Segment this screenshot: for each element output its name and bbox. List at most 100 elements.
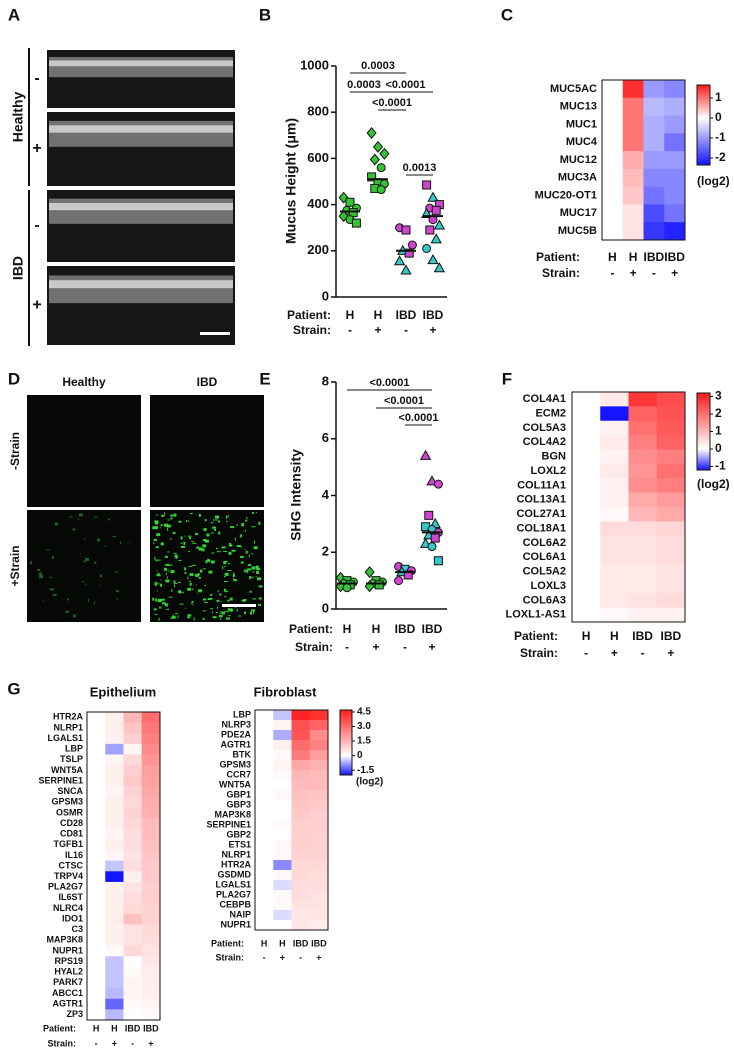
panel-letter: F xyxy=(502,369,512,388)
heatmap-cell xyxy=(141,956,161,968)
heatmap-cell xyxy=(656,578,686,594)
x-tick-label: - xyxy=(404,323,408,337)
fiber-signal xyxy=(212,616,217,619)
row-label: GPSM3 xyxy=(219,759,251,769)
micrograph xyxy=(27,510,141,622)
row-label: MUC5B xyxy=(558,225,597,237)
fiber-signal xyxy=(233,577,235,581)
heatmap-border xyxy=(571,391,686,623)
fiber-signal xyxy=(241,523,245,527)
heatmap-cell xyxy=(87,966,106,978)
fiber-signal xyxy=(218,615,223,618)
fiber-signal xyxy=(253,540,255,544)
heatmap-cell xyxy=(273,750,292,761)
heatmap-cell xyxy=(628,478,658,494)
heatmap-cell xyxy=(664,168,686,188)
x-tick-label: IBD xyxy=(125,1023,141,1033)
heatmap-cell xyxy=(309,890,329,901)
fiber-signal xyxy=(179,603,184,605)
heatmap-cell xyxy=(123,722,143,734)
fiber-signal xyxy=(228,608,233,612)
heatmap-cell xyxy=(123,828,143,840)
heatmap-cell xyxy=(291,720,311,731)
x-tick-label: + xyxy=(671,266,678,280)
data-point xyxy=(342,583,352,593)
fiber-signal xyxy=(245,569,249,573)
fiber-signal xyxy=(222,566,224,570)
micrograph xyxy=(27,395,141,507)
fiber-signal xyxy=(167,551,170,553)
x-tick-label: H xyxy=(372,622,381,636)
fiber-signal xyxy=(188,580,191,582)
strain-label: Strain: xyxy=(520,646,558,660)
row-label: WNT5A xyxy=(219,779,251,789)
heatmap-cell xyxy=(643,115,665,134)
row-label: CD28 xyxy=(60,818,83,828)
panel-letter: B xyxy=(259,5,271,24)
heatmap-cell xyxy=(123,924,143,936)
y-tick-label: 800 xyxy=(307,104,329,119)
row-label: IL6ST xyxy=(58,892,83,902)
fiber-signal xyxy=(164,512,166,516)
heatmap-cell xyxy=(123,796,143,808)
fiber-signal xyxy=(198,576,201,579)
heatmap-cell xyxy=(255,880,274,891)
data-point xyxy=(376,185,386,195)
heatmap-cell xyxy=(291,760,311,771)
heatmap-cell xyxy=(105,924,124,936)
heatmap-cell xyxy=(628,564,658,580)
row-label: GPSM3 xyxy=(51,797,83,807)
heatmap-cell xyxy=(572,406,601,422)
row-label: BTK xyxy=(233,749,252,759)
row-label: TRPV4 xyxy=(54,871,83,881)
heatmap-cell xyxy=(255,740,274,751)
fiber-signal xyxy=(156,574,161,577)
heatmap-cell xyxy=(643,186,665,205)
fiber-signal xyxy=(230,608,233,612)
heatmap-cell xyxy=(643,222,665,241)
heatmap-cell xyxy=(255,790,274,801)
data-point xyxy=(407,240,417,250)
heatmap-cell xyxy=(309,840,329,851)
fiber-signal xyxy=(158,617,160,621)
fiber-signal xyxy=(80,553,82,555)
heatmap-cell xyxy=(273,890,292,901)
heatmap-cell xyxy=(600,564,629,580)
row-label: PLA2G7 xyxy=(48,882,83,892)
fiber-signal xyxy=(187,576,189,580)
fiber-signal xyxy=(244,529,246,532)
fiber-signal xyxy=(220,617,222,620)
heatmap-cell xyxy=(141,775,161,787)
row-label: +Strain xyxy=(8,545,22,586)
fiber-signal xyxy=(82,581,85,583)
x-tick-label: + xyxy=(611,646,618,660)
fiber-signal xyxy=(191,600,194,603)
fiber-signal xyxy=(224,572,229,576)
row-label: GSDMD xyxy=(218,869,252,879)
heatmap-cell xyxy=(291,790,311,801)
heatmap-cell xyxy=(656,392,686,407)
heatmap-cell xyxy=(141,966,161,978)
fiber-signal xyxy=(210,608,214,610)
data-point xyxy=(351,218,361,228)
fiber-signal xyxy=(173,584,175,588)
colorbar xyxy=(696,84,711,166)
fiber-signal xyxy=(154,556,156,560)
colorbar-tick-label: 0 xyxy=(715,110,722,124)
heatmap-border xyxy=(86,711,161,1021)
heatmap-cell xyxy=(273,770,292,781)
heatmap-cell xyxy=(628,406,658,422)
heatmap-cell xyxy=(87,945,106,957)
x-tick-label: H xyxy=(582,629,591,643)
heatmap-cell xyxy=(255,810,274,821)
group-label: Healthy xyxy=(10,92,26,143)
row-label: ETS1 xyxy=(228,839,251,849)
heatmap-cell xyxy=(628,593,658,609)
fiber-signal xyxy=(223,581,228,583)
heatmap-cell xyxy=(255,760,274,771)
heatmap-cell xyxy=(105,818,124,830)
heatmap-cell xyxy=(87,818,106,830)
heatmap-cell xyxy=(273,790,292,801)
row-label: MUC4 xyxy=(566,136,598,148)
fiber-signal xyxy=(114,571,119,573)
